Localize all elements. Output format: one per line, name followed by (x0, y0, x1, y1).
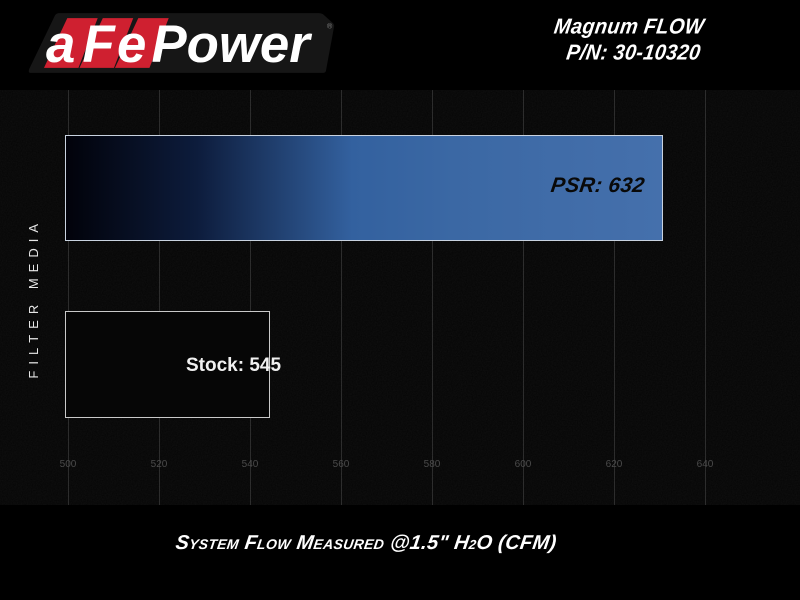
svg-text:®: ® (327, 22, 333, 30)
svg-text:F: F (83, 15, 117, 74)
svg-text:e: e (117, 15, 146, 74)
svg-text:Power: Power (151, 15, 312, 74)
svg-text:a: a (46, 15, 75, 74)
